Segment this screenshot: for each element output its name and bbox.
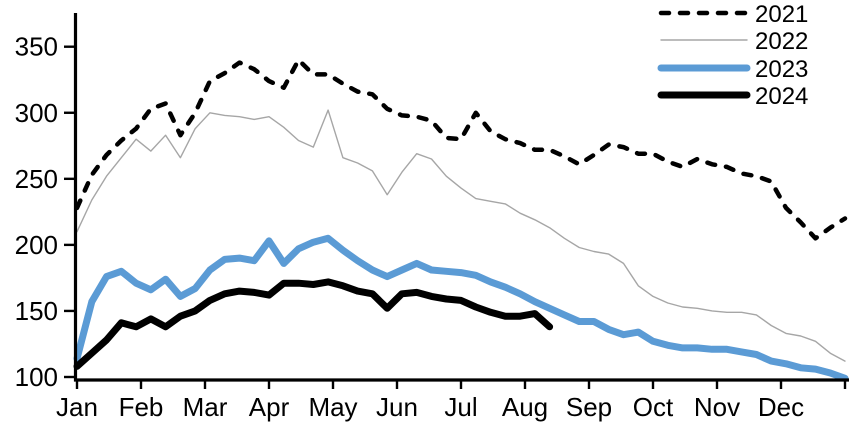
legend-label-2021: 2021 [755,1,808,28]
series-line-2021 [74,57,848,241]
x-tick-label: Aug [502,392,548,422]
y-tick-label: 100 [15,362,58,392]
series-line-2022 [76,109,846,362]
series-line-2024 [73,278,554,370]
x-tick-label: Nov [694,392,740,422]
x-tick-label: Apr [249,392,290,422]
x-tick-label: Mar [183,392,228,422]
y-tick-label: 300 [15,98,58,128]
y-tick-label: 200 [15,230,58,260]
y-tick-label: 350 [15,32,58,62]
legend-label-2024: 2024 [755,83,808,110]
y-tick-label: 150 [15,296,58,326]
x-tick-label: Feb [119,392,164,422]
x-tick-label: Sep [566,392,612,422]
x-tick-label: Dec [758,392,804,422]
x-tick-label: Oct [633,392,674,422]
x-tick-label: May [308,392,357,422]
legend-label-2023: 2023 [755,56,808,83]
legend-label-2022: 2022 [755,28,808,55]
x-tick-label: Jun [376,392,418,422]
x-tick-label: Jul [444,392,477,422]
x-tick-label: Jan [56,392,98,422]
series-line-2023 [73,234,849,382]
y-tick-label: 250 [15,164,58,194]
